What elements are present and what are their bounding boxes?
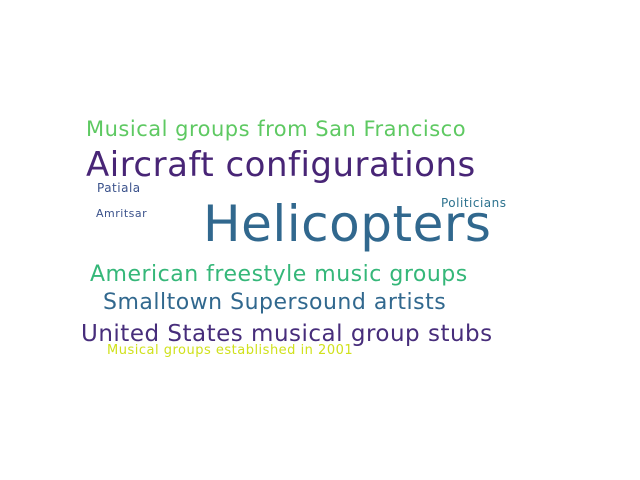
word-musical-groups-from-san-francisco: Musical groups from San Francisco [86,117,467,141]
word-helicopters: Helicopters [203,195,492,253]
word-musical-groups-established-in-2001: Musical groups established in 2001 [107,343,354,358]
word-american-freestyle-music-groups: American freestyle music groups [90,262,468,287]
word-united-states-musical-group-stubs: United States musical group stubs [81,321,493,347]
word-smalltown-supersound-artists: Smalltown Supersound artists [103,290,447,315]
word-politicians: Politicians [441,196,507,210]
word-patiala: Patiala [97,181,141,195]
word-aircraft-configurations: Aircraft configurations [86,145,476,185]
word-amritsar: Amritsar [96,207,148,220]
